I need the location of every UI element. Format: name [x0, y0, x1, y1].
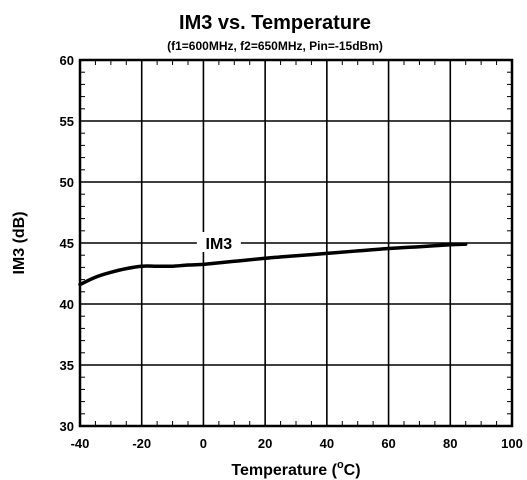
x-tick-label: 0	[200, 436, 207, 451]
y-tick-label: 50	[60, 175, 74, 190]
series-label-im3: IM3	[206, 236, 233, 253]
x-tick-labels: -40 -20 0 20 40 60 80 100	[71, 436, 523, 451]
x-tick-label: -20	[132, 436, 151, 451]
x-axis-label-tail: C)	[344, 462, 361, 479]
y-tick-label: 45	[60, 236, 74, 251]
series-line-im3	[78, 242, 468, 287]
x-tick-label: 100	[501, 436, 523, 451]
y-tick-labels: 30 35 40 45 50 55 60	[60, 53, 74, 434]
y-tick-label: 55	[60, 114, 74, 129]
x-tick-label: 20	[258, 436, 272, 451]
y-tick-label: 60	[60, 53, 74, 68]
plot-area-frame	[78, 58, 514, 428]
y-tick-label: 40	[60, 297, 74, 312]
x-tick-label: -40	[71, 436, 90, 451]
x-tick-label: 60	[381, 436, 395, 451]
chart-subtitle: (f1=600MHz, f2=650MHz, Pin=-15dBm)	[167, 39, 383, 53]
gridlines	[80, 60, 512, 426]
series-label-background	[196, 232, 241, 252]
y-tick-label: 35	[60, 358, 74, 373]
chart-title: IM3 vs. Temperature	[179, 12, 371, 34]
y-axis-label: IM3 (dB)	[11, 211, 28, 274]
x-tick-label: 40	[320, 436, 334, 451]
x-axis-label-superscript: o	[337, 459, 344, 471]
y-tick-label: 30	[60, 419, 74, 434]
x-axis-label: Temperature (oC)	[231, 459, 360, 479]
x-tick-label: 80	[443, 436, 457, 451]
x-axis-label-main: Temperature (	[231, 462, 337, 479]
